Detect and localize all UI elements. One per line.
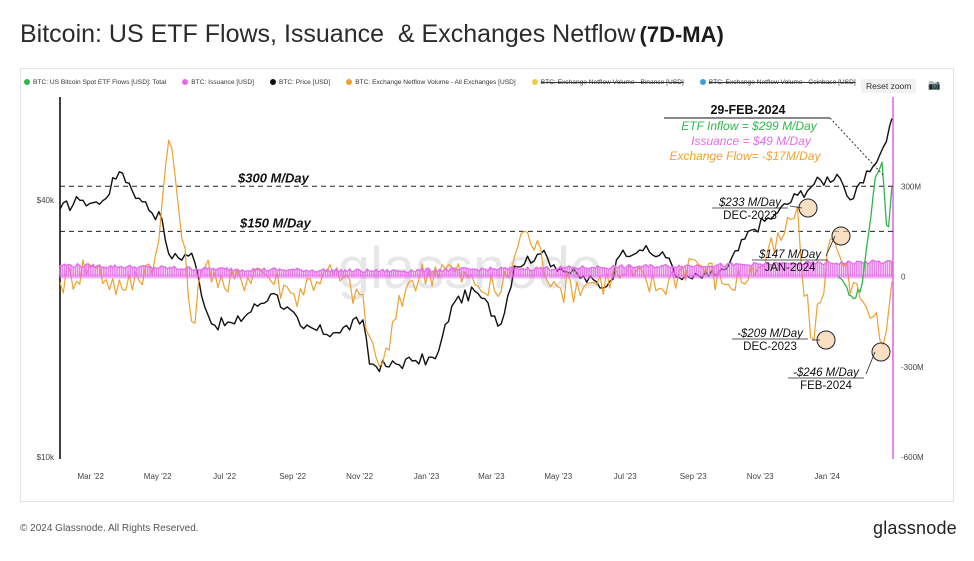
callout-leader (829, 117, 885, 177)
x-tick-label: Jan '24 (814, 472, 840, 481)
title-text: Bitcoin: US ETF Flows, Issuance & Exchan… (20, 20, 636, 48)
x-tick-label: Jul '22 (213, 472, 236, 481)
annotation-value: -$209 M/Day (737, 328, 804, 340)
legend-dot-icon (699, 79, 706, 85)
legend-item-2[interactable]: BTC: Issuance [USD] (182, 79, 254, 86)
annotation-date: DEC-2023 (723, 210, 777, 222)
legend-label: BTC: Exchange Netflow Volume - Binance [… (540, 79, 684, 86)
reference-line-label: $300 M/Day (237, 170, 310, 185)
series-line-3 (59, 259, 893, 274)
legend-dot-icon (24, 79, 30, 85)
series-line-4 (837, 161, 893, 300)
y-right-tick-label: -600M (901, 453, 924, 462)
x-tick-label: Nov '23 (747, 472, 774, 481)
y-left-tick-label: $10k (37, 453, 55, 462)
chart-panel (20, 68, 954, 502)
legend-item-5[interactable]: BTC: Exchange Netflow Volume - Binance [… (531, 79, 684, 86)
annotation-value: $147 M/Day (758, 249, 822, 261)
legend-dot-icon (269, 79, 276, 85)
x-tick-label: Sep '22 (279, 472, 306, 481)
annotation-circle (831, 226, 851, 246)
annotation-value: -$246 M/Day (793, 367, 860, 379)
x-tick-label: Mar '22 (78, 472, 105, 481)
annotation-circle (798, 198, 818, 218)
page-title: Bitcoin: US ETF Flows, Issuance & Exchan… (20, 20, 724, 49)
x-tick-label: Jul '23 (614, 472, 637, 481)
footer-copyright: © 2024 Glassnode. All Rights Reserved. (20, 523, 199, 534)
y-right-tick-label: 300M (901, 182, 921, 191)
legend-item-3[interactable]: BTC: Price [USD] (269, 79, 331, 86)
legend-label: BTC: Exchange Netflow Volume - All Excha… (355, 79, 516, 86)
legend-dot-icon (346, 79, 353, 85)
annotation-leader (825, 235, 836, 257)
legend-label: BTC: US Bitcoin Spot ETF Flows [USD]: To… (33, 79, 167, 86)
annotation-date: FEB-2024 (800, 380, 852, 392)
callout-exchange: Exchange Flow= -$17M/Day (669, 149, 821, 163)
legend-label: BTC: Price [USD] (278, 79, 331, 86)
x-tick-label: Nov '22 (346, 472, 373, 481)
legend-dot-icon (531, 79, 538, 85)
annotation-value: $233 M/Day (718, 197, 782, 209)
annotation-date: DEC-2023 (743, 341, 797, 353)
callout-etf: ETF Inflow = $299 M/Day (681, 119, 818, 133)
x-tick-label: Jan '23 (414, 472, 440, 481)
legend-dot-icon (182, 79, 189, 85)
annotation-date: JAN-2024 (764, 262, 816, 274)
x-tick-label: May '22 (144, 472, 172, 481)
legend-item-1[interactable]: BTC: US Bitcoin Spot ETF Flows [USD]: To… (24, 79, 166, 86)
legend-label: BTC: Issuance [USD] (191, 79, 254, 86)
x-tick-label: May '23 (544, 472, 572, 481)
y-right-tick-label: -300M (901, 363, 924, 372)
chart-legend: BTC: US Bitcoin Spot ETF Flows [USD]: To… (24, 79, 872, 86)
reference-line-label: $150 M/Day (239, 215, 312, 230)
callout-date: 29-FEB-2024 (710, 103, 785, 117)
legend-item-6[interactable]: BTC: Exchange Netflow Volume - Coinbase … (699, 79, 856, 86)
y-right-tick-label: 0 (901, 273, 906, 282)
callout-issuance: Issuance = $49 M/Day (691, 134, 812, 148)
camera-icon[interactable]: 📷 (928, 80, 941, 91)
annotation-leader (789, 205, 803, 209)
x-tick-label: Sep '23 (680, 472, 707, 481)
legend-item-4[interactable]: BTC: Exchange Netflow Volume - All Excha… (346, 79, 516, 86)
legend-label: BTC: Exchange Netflow Volume - Coinbase … (708, 79, 856, 86)
series-group (59, 118, 893, 373)
annotation-leader (865, 351, 876, 375)
title-suffix: (7D-MA) (639, 22, 724, 47)
reset-zoom-button[interactable]: Reset zoom (861, 79, 917, 93)
y-left-tick-label: $40k (37, 196, 55, 205)
x-tick-label: Mar '23 (478, 472, 505, 481)
annotation-circle (871, 342, 891, 362)
footer-brand-logo: glassnode (873, 518, 957, 538)
